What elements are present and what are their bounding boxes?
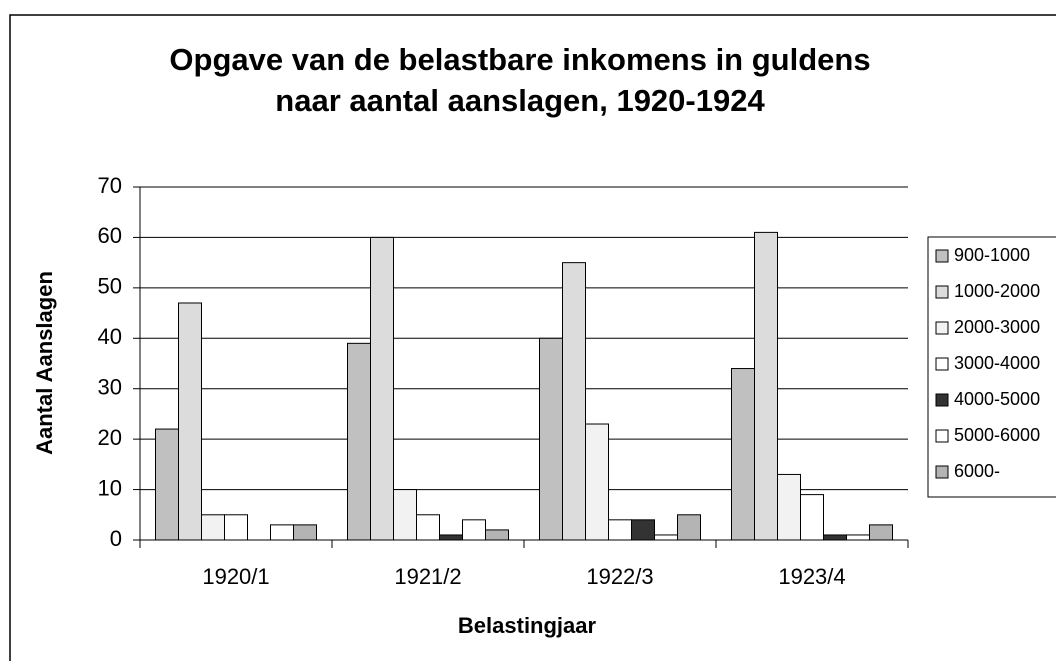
bar [370,236,394,541]
legend-label: 4000-5000 [954,389,1040,409]
bar [800,494,824,541]
legend-box [927,236,1056,498]
bar [631,519,655,541]
chart-title: naar aantal aanslagen, 1920-1924 [275,83,765,118]
y-tick-label: 70 [98,173,122,198]
bar [846,534,870,541]
y-tick-label: 40 [98,324,122,349]
bar [485,529,509,541]
legend-swatch [935,429,949,443]
bar [731,368,755,541]
legend-swatch [935,249,949,263]
bar [393,489,417,541]
x-tick-label: 1920/1 [202,564,269,589]
y-axis-label: Aantal Aanslagen [32,271,57,455]
y-tick-label: 50 [98,274,122,299]
legend-swatch [935,321,949,335]
bar [462,519,486,541]
bar [654,534,678,541]
legend-label: 900-1000 [954,245,1030,265]
legend-swatch [935,465,949,479]
legend-swatch [935,357,949,371]
legend-label: 1000-2000 [954,281,1040,301]
x-tick-label: 1923/4 [778,564,845,589]
legend-label: 2000-3000 [954,317,1040,337]
x-axis-label: Belastingjaar [458,613,597,638]
bar [155,428,179,541]
bar [562,262,586,541]
bar [585,423,609,541]
bar [224,514,248,541]
bar [347,342,371,541]
x-tick-label: 1922/3 [586,564,653,589]
bar [416,514,440,541]
y-tick-label: 30 [98,375,122,400]
y-tick-label: 10 [98,475,122,500]
bar [823,534,847,541]
bar [677,514,701,541]
y-tick-label: 60 [98,223,122,248]
legend-swatch [935,285,949,299]
y-tick-label: 0 [110,526,122,551]
bar [439,534,463,541]
bar [178,302,202,541]
bar [608,519,632,541]
legend-label: 3000-4000 [954,353,1040,373]
legend-label: 6000- [954,461,1000,481]
bar [869,524,893,541]
y-tick-label: 20 [98,425,122,450]
chart-title: Opgave van de belastbare inkomens in gul… [169,42,870,77]
bar [293,524,317,541]
bar [754,231,778,541]
bar [777,473,801,541]
bar [201,514,225,541]
x-tick-label: 1921/2 [394,564,461,589]
bar [270,524,294,541]
legend-label: 5000-6000 [954,425,1040,445]
bar [539,337,563,541]
legend-swatch [935,393,949,407]
